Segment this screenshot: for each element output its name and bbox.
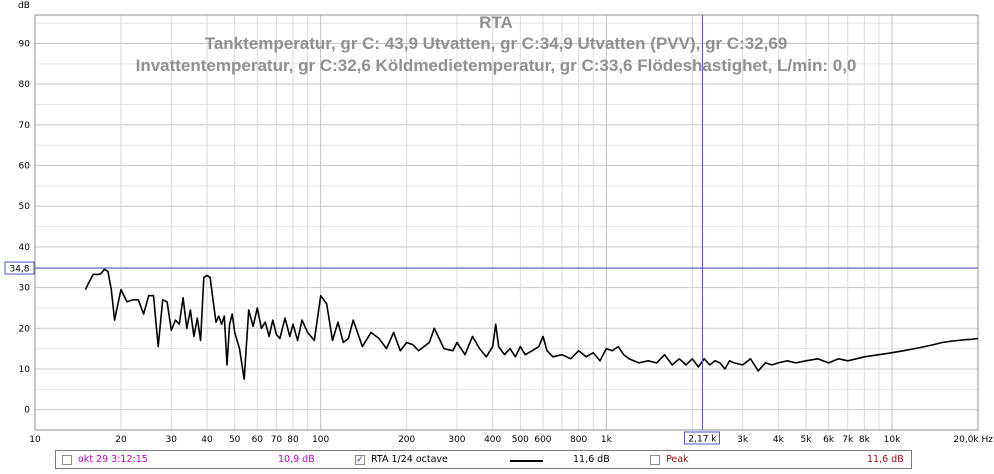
legend-value-peak: 11,6 dB — [867, 454, 904, 465]
legend-value-measurement: 10,9 dB — [278, 454, 315, 465]
y-tick-label: 60 — [19, 162, 31, 172]
y-tick-label: 20 — [19, 324, 31, 334]
x-tick-label: 5k — [801, 435, 813, 445]
legend-checkbox-measurement[interactable] — [62, 455, 72, 465]
chart-subtitle-line-1: Tanktemperatur, gr C: 43,9 Utvatten, gr … — [205, 34, 788, 53]
legend-bar: okt 29 3:12:15 10,9 dB ✓ RTA 1/24 octave… — [55, 450, 912, 469]
legend-value-rta: 11,6 dB — [573, 454, 610, 465]
cursor: 34,8 2,17 k — [4, 15, 978, 445]
x-tick-label: 20,0k Hz — [953, 435, 993, 445]
legend-label-rta: RTA 1/24 octave — [371, 454, 448, 465]
x-tick-label: 600 — [534, 435, 551, 445]
x-tick-label: 7k — [842, 435, 854, 445]
legend-label-measurement: okt 29 3:12:15 — [78, 454, 148, 465]
x-tick-label: 20 — [115, 435, 127, 445]
x-tick-label: 800 — [570, 435, 587, 445]
y-tick-label: 80 — [19, 80, 31, 90]
cursor-x-readout-box[interactable] — [683, 431, 720, 445]
chart-subtitle-line-2: Invattentemperatur, gr C:32,6 Köldmediet… — [136, 56, 857, 75]
x-tick-label: 400 — [484, 435, 501, 445]
x-tick-label: 500 — [512, 435, 529, 445]
x-tick-label: 70 — [271, 435, 283, 445]
series-line-rta-1-24-octave — [84, 268, 979, 380]
y-tick-label: 50 — [19, 202, 31, 212]
x-tick-label: 6k — [823, 435, 835, 445]
x-tick-label: 4k — [773, 435, 785, 445]
grid — [34, 15, 979, 430]
x-tick-label: 60 — [252, 435, 264, 445]
x-tick-label: 200 — [398, 435, 415, 445]
x-tick-label: 10k — [884, 435, 901, 445]
x-tick-label: 30 — [166, 435, 178, 445]
x-tick-label: 40 — [201, 435, 213, 445]
y-tick-label: 10 — [19, 365, 31, 375]
legend-swatch-rta — [510, 460, 543, 462]
x-tick-label: 1k — [601, 435, 613, 445]
y-tick-label: 70 — [19, 121, 31, 131]
cursor-y-readout-box[interactable] — [4, 261, 35, 275]
y-tick-label: 0 — [24, 406, 30, 416]
chart-title: RTA — [479, 13, 513, 32]
cursor-x-readout: 2,17 k — [688, 435, 717, 445]
cursor-y-readout: 34,8 — [9, 265, 29, 275]
legend-checkbox-rta[interactable]: ✓ — [355, 455, 365, 465]
legend-checkbox-peak[interactable] — [650, 455, 660, 465]
x-tick-label: 8k — [859, 435, 871, 445]
y-axis-label: dB — [18, 1, 30, 11]
y-tick-label: 30 — [19, 284, 31, 294]
y-tick-label: 90 — [19, 39, 31, 49]
y-axis: 0 10 20 30 40 50 60 70 80 90 — [19, 39, 31, 415]
legend-label-peak: Peak — [666, 454, 689, 465]
y-tick-label: 40 — [19, 243, 31, 253]
x-tick-label: 50 — [229, 435, 241, 445]
x-tick-label: 10 — [29, 435, 41, 445]
x-tick-label: 100 — [312, 435, 329, 445]
x-tick-label: 3k — [737, 435, 749, 445]
x-tick-label: 80 — [287, 435, 299, 445]
x-axis: 10 20 30 40 50 60 70 80 100 200 300 400 500 600 800 1k 3… — [29, 435, 993, 445]
plot-area[interactable] — [34, 14, 979, 431]
x-tick-label: 300 — [448, 435, 465, 445]
